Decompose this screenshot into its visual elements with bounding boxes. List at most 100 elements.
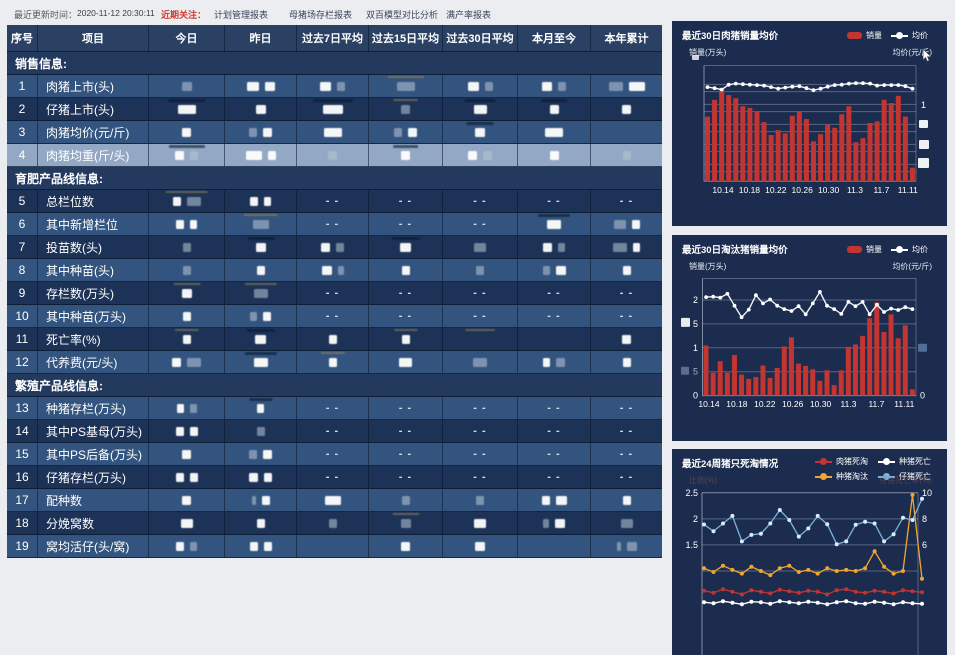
- legend-item[interactable]: 均价: [891, 30, 928, 41]
- value-cell: - -: [369, 443, 443, 465]
- table-row[interactable]: 2 仔猪上市(头): [7, 98, 662, 121]
- no-data-dash: - -: [547, 310, 561, 322]
- legend-item[interactable]: 销量: [847, 30, 882, 41]
- table-row[interactable]: 11 死亡率(%): [7, 328, 662, 351]
- value-cell: [443, 512, 518, 534]
- table-row[interactable]: 13 种猪存栏(万头) - - - - - - - - - -: [7, 397, 662, 420]
- no-data-dash: - -: [547, 425, 561, 437]
- no-data-dash: - -: [398, 425, 413, 437]
- table-row[interactable]: 1 肉猪上市(头): [7, 75, 662, 98]
- redacted-value-blob: [401, 541, 410, 551]
- redaction-smudge: [392, 145, 419, 148]
- topbar-link-full-capacity-report[interactable]: 满产率报表: [446, 10, 492, 20]
- table-row[interactable]: 16 仔猪存栏(万头) - - - - - - - - - -: [7, 466, 662, 489]
- gridlines: [701, 492, 919, 655]
- redacted-value-blob: [256, 426, 265, 436]
- redacted-value-blob: [182, 127, 191, 137]
- redacted-value-blob: [541, 495, 550, 505]
- topbar-link-plan-report[interactable]: 计划管理报表: [214, 10, 269, 20]
- row-label: 仔猪存栏(万头): [38, 466, 149, 488]
- legend-item[interactable]: 销量: [847, 244, 882, 255]
- table-row[interactable]: 19 窝均活仔(头/窝): [7, 535, 662, 558]
- legend-item[interactable]: 仔猪死亡: [878, 471, 931, 482]
- value-cell: - -: [591, 282, 662, 304]
- row-label: 肉猪上市(头): [38, 75, 149, 97]
- table-row[interactable]: 17 配种数: [7, 489, 662, 512]
- table-row[interactable]: 5 总栏位数 - - - - - - - - - -: [7, 190, 662, 213]
- redaction-smudge: [465, 329, 495, 331]
- redacted-value-blob: [177, 104, 196, 114]
- row-number: 2: [7, 98, 38, 120]
- legend-item[interactable]: 种猪淘汰: [815, 471, 868, 482]
- value-cell: [225, 98, 297, 120]
- value-cell: [443, 535, 518, 557]
- redacted-value-blob: [468, 150, 477, 160]
- redacted-value-blob: [175, 426, 184, 436]
- x-axis-labels: 10.14 10.18 10.22 10.26 10.30 11.3 11.7 11.11: [698, 399, 914, 409]
- svg-text:10.18: 10.18: [739, 185, 761, 195]
- redacted-value-blob: [253, 357, 268, 367]
- redacted-tick-blob: [918, 343, 927, 352]
- table-row[interactable]: 8 其中种苗(头): [7, 259, 662, 282]
- no-data-dash: - -: [398, 195, 413, 207]
- no-data-dash: - -: [473, 287, 487, 299]
- value-cell: [591, 144, 662, 166]
- table-row[interactable]: 3 肉猪均价(元/斤): [7, 121, 662, 144]
- bar-line-chart: 10.14 10.18 10.22 10.26 10.30 11.3 11.7 11.11 1: [692, 55, 929, 195]
- value-cell: [149, 305, 225, 327]
- value-cell: [518, 236, 591, 258]
- table-row[interactable]: 7 投苗数(头): [7, 236, 662, 259]
- value-cell: - -: [443, 213, 518, 235]
- value-cell: [518, 328, 591, 350]
- redaction-smudge: [541, 99, 567, 102]
- redaction-smudge: [165, 191, 208, 193]
- table-row[interactable]: 6 其中新增栏位 - - - - - -: [7, 213, 662, 236]
- column-header: 过去7日平均: [297, 25, 369, 51]
- svg-text:2.5: 2.5: [685, 488, 698, 498]
- topbar-link-sow-farm-report[interactable]: 母猪场存栏报表: [289, 10, 353, 20]
- redacted-value-blob: [175, 472, 184, 482]
- redacted-value-blob: [255, 104, 266, 114]
- table-row[interactable]: 15 其中PS后备(万头) - - - - - - - - - -: [7, 443, 662, 466]
- redacted-value-blob: [476, 495, 484, 505]
- svg-text:2: 2: [693, 514, 698, 524]
- svg-text:0: 0: [693, 391, 698, 401]
- row-number: 4: [7, 144, 38, 166]
- table-row[interactable]: 9 存栏数(万头) - - - - - - - - - -: [7, 282, 662, 305]
- redacted-value-blob: [337, 81, 345, 91]
- table-row[interactable]: 18 分娩窝数: [7, 512, 662, 535]
- no-data-dash: - -: [398, 448, 413, 460]
- topbar: 最近更新时间： 2020-11-12 20:30:11 近期关注： 计划管理报表…: [0, 0, 955, 25]
- table-row[interactable]: 10 其中种苗(万头) - - - - - - - - - -: [7, 305, 662, 328]
- value-cell: - -: [297, 420, 369, 442]
- value-cell: - -: [297, 190, 369, 212]
- value-cell: [149, 535, 225, 557]
- legend-item[interactable]: 均价: [891, 244, 928, 255]
- chart-panel-death-cull: 最近24周猪只死淘情况 肉猪死淘 种猪死亡 种猪淘汰 仔猪死亡 比例(%) 仔猪死亡率…: [672, 449, 947, 655]
- redacted-value-blob: [263, 311, 271, 321]
- no-data-dash: - -: [325, 471, 340, 483]
- column-header: 昨日: [225, 25, 297, 51]
- legend-line-marker: [891, 32, 908, 40]
- value-cell: [149, 121, 225, 143]
- value-cell: [149, 213, 225, 235]
- legend-item[interactable]: 种猪死亡: [878, 456, 931, 467]
- value-cell: [591, 98, 662, 120]
- row-number: 15: [7, 443, 38, 465]
- legend-line-marker: [891, 246, 908, 254]
- value-cell: [591, 259, 662, 281]
- value-cell: [369, 121, 443, 143]
- legend-item[interactable]: 肉猪死淘: [815, 456, 868, 467]
- table-row[interactable]: 4 肉猪均重(斤/头): [7, 144, 662, 167]
- topbar-link-model-compare[interactable]: 双百模型对比分析: [366, 10, 439, 20]
- redacted-value-blob: [186, 196, 201, 206]
- no-data-dash: - -: [619, 471, 634, 483]
- column-header: 过去15日平均: [369, 25, 443, 51]
- table-row[interactable]: 12 代养费(元/头): [7, 351, 662, 374]
- redacted-value-blob: [321, 242, 330, 252]
- no-data-dash: - -: [398, 218, 413, 230]
- svg-text:1.5: 1.5: [685, 540, 698, 550]
- table-row[interactable]: 14 其中PS基母(万头) - - - - - - - - - -: [7, 420, 662, 443]
- redacted-value-blob: [558, 242, 565, 252]
